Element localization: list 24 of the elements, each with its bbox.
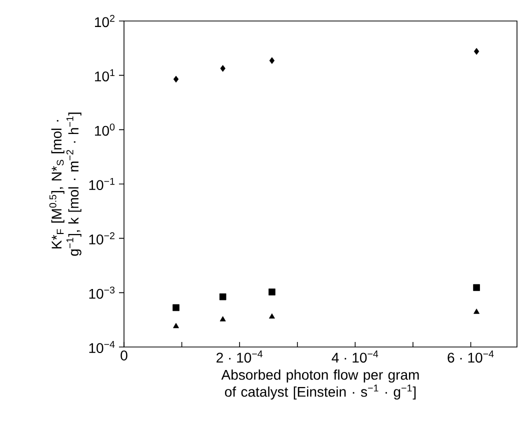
point: [219, 293, 226, 300]
y-tick-label: 10$^{1}$: [95, 69, 114, 82]
point: [220, 65, 226, 72]
y-tick-label: 10$^{−1}$: [89, 178, 114, 190]
point: [268, 288, 276, 296]
x-tick-label: 6 · 10$^{−4}$: [448, 350, 494, 363]
x-tick-label: 2 · 10$^{−4}$: [216, 350, 263, 363]
y-tick-label: 10$^{−3}$: [89, 286, 115, 299]
y-tick-label: 10$^{−4}$: [89, 340, 115, 354]
x-tick-label: 0: [120, 350, 128, 360]
y-tick-label: 10$^{2}$: [95, 14, 114, 28]
point: [220, 316, 226, 322]
y-tick-label: 10$^{−2}$: [89, 232, 114, 244]
point: [474, 48, 480, 55]
point: [474, 308, 480, 314]
y-tick-label: 10$^{0}$: [95, 124, 115, 136]
point: [173, 76, 179, 83]
point: [473, 284, 480, 291]
x-axis-title: Absorbed photon flow per gram of catalyst [Einstein · s$^{−1}$ · g$^{−1}$]: [221, 370, 419, 400]
x-tick-label: 4 · 10$^{−4}$: [332, 350, 378, 363]
point: [172, 304, 180, 312]
point: [269, 57, 275, 64]
point: [268, 313, 275, 319]
point: [173, 322, 179, 328]
